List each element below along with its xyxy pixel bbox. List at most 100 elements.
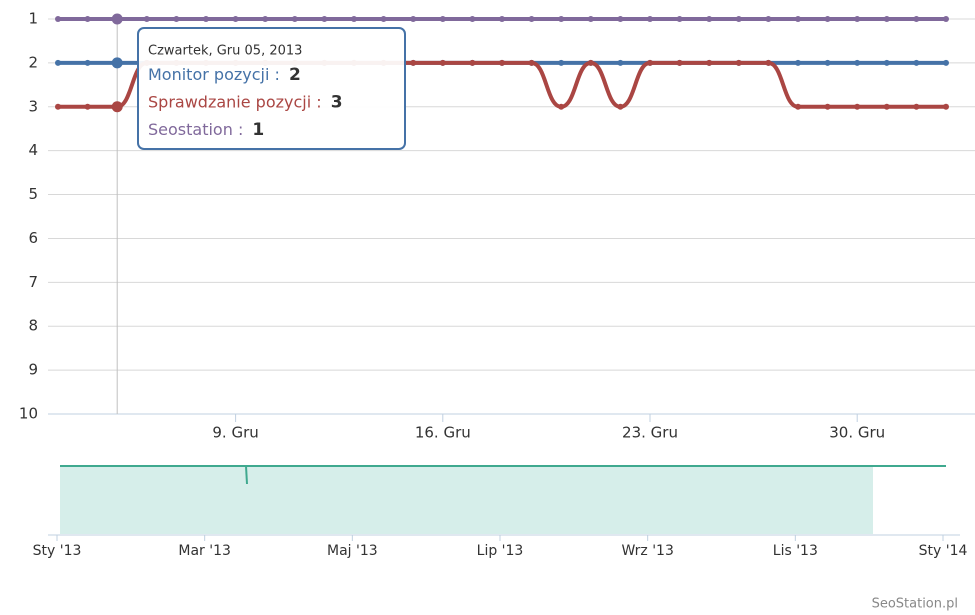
marker [913,16,920,22]
navigator-tick-label: Lip '13 [477,543,524,559]
marker [765,16,772,22]
marker [647,59,653,66]
marker [824,16,831,22]
marker [883,16,890,22]
marker [232,16,239,22]
y-tick-label: 8 [28,317,38,335]
grid: 1 2 3 4 5 6 7 8 9 10 9. Gru 16. Gru 23. Gru 30. Gru [19,10,975,442]
marker [143,16,150,22]
marker [824,103,831,110]
marker [617,16,624,22]
tooltip-value: 3 [331,93,343,113]
marker [528,59,535,66]
y-tick-label: 9 [28,361,38,379]
marker [439,59,446,66]
marker [735,16,742,22]
marker [410,16,417,22]
x-tick-label: 30. Gru [829,424,885,442]
marker [824,59,831,66]
marker [558,103,565,110]
marker [173,16,180,22]
marker [499,59,505,66]
x-tick-label: 9. Gru [212,424,258,442]
tooltip-series: Seostation [148,120,233,139]
marker [291,16,298,22]
tooltip-row: Monitor pozycji : 2 [148,65,301,86]
y-tick-label: 5 [28,185,38,203]
marker [84,103,91,110]
y-tick-label: 2 [28,53,38,71]
marker [617,103,624,110]
marker [84,59,91,66]
marker [765,59,772,66]
marker [84,16,91,22]
marker [943,103,949,110]
marker [528,16,535,22]
tooltip-title: Czwartek, Gru 05, 2013 [148,44,302,59]
marker [854,103,861,110]
tooltip-sep: : [311,92,327,111]
y-tick-label: 7 [28,273,38,291]
marker [587,59,594,66]
navigator-area [60,466,873,534]
marker [795,103,801,110]
tooltip-row: Seostation : 1 [148,120,264,141]
marker [587,16,594,22]
marker [676,16,683,22]
marker [795,16,801,22]
tooltip-value: 1 [252,120,264,140]
navigator-tick-label: Wrz '13 [621,543,673,559]
tooltip-box [137,27,406,150]
marker [55,16,61,22]
x-tick-label: 16. Gru [415,424,471,442]
marker [647,16,653,22]
marker [111,13,123,25]
navigator: Sty '13 Mar '13 Maj '13 Lip '13 Wrz '13 Lis '… [33,465,968,559]
marker [676,59,683,66]
marker [55,59,61,66]
marker [913,59,920,66]
y-tick-label: 4 [28,141,38,159]
marker [262,16,269,22]
tooltip-value: 2 [289,65,301,85]
marker [883,59,890,66]
y-tick-label: 6 [28,229,38,247]
marker [943,16,949,22]
navigator-tick-label: Sty '13 [33,543,82,559]
tooltip-sep: : [269,65,285,84]
y-tick-label: 3 [28,97,38,115]
y-tick-label: 10 [19,405,38,423]
marker [380,16,387,22]
marker [469,16,476,22]
tooltip-row: Sprawdzanie pozycji : 3 [148,92,343,113]
credits: SeoStation.pl [872,597,958,612]
marker [795,59,801,66]
marker [55,103,61,110]
navigator-tick-label: Mar '13 [178,543,231,559]
tooltip-series: Monitor pozycji [148,65,269,84]
tooltip-sep: : [233,120,249,139]
marker [943,59,949,66]
marker [111,101,123,113]
marker [469,59,476,66]
marker [111,57,123,69]
marker [321,16,328,22]
marker [706,59,713,66]
marker [203,16,209,22]
x-tick-label: 23. Gru [622,424,678,442]
marker [558,16,565,22]
navigator-tick-label: Sty '14 [919,543,968,559]
marker [854,16,861,22]
tooltip: Czwartek, Gru 05, 2013 Monitor pozycji :… [137,27,406,150]
marker [735,59,742,66]
marker [617,59,624,66]
y-tick-label: 1 [28,10,38,28]
marker [913,103,920,110]
marker [558,59,565,66]
marker [439,16,446,22]
navigator-line [245,465,248,485]
navigator-tick-label: Maj '13 [327,543,378,559]
marker [499,16,505,22]
marker [883,103,890,110]
